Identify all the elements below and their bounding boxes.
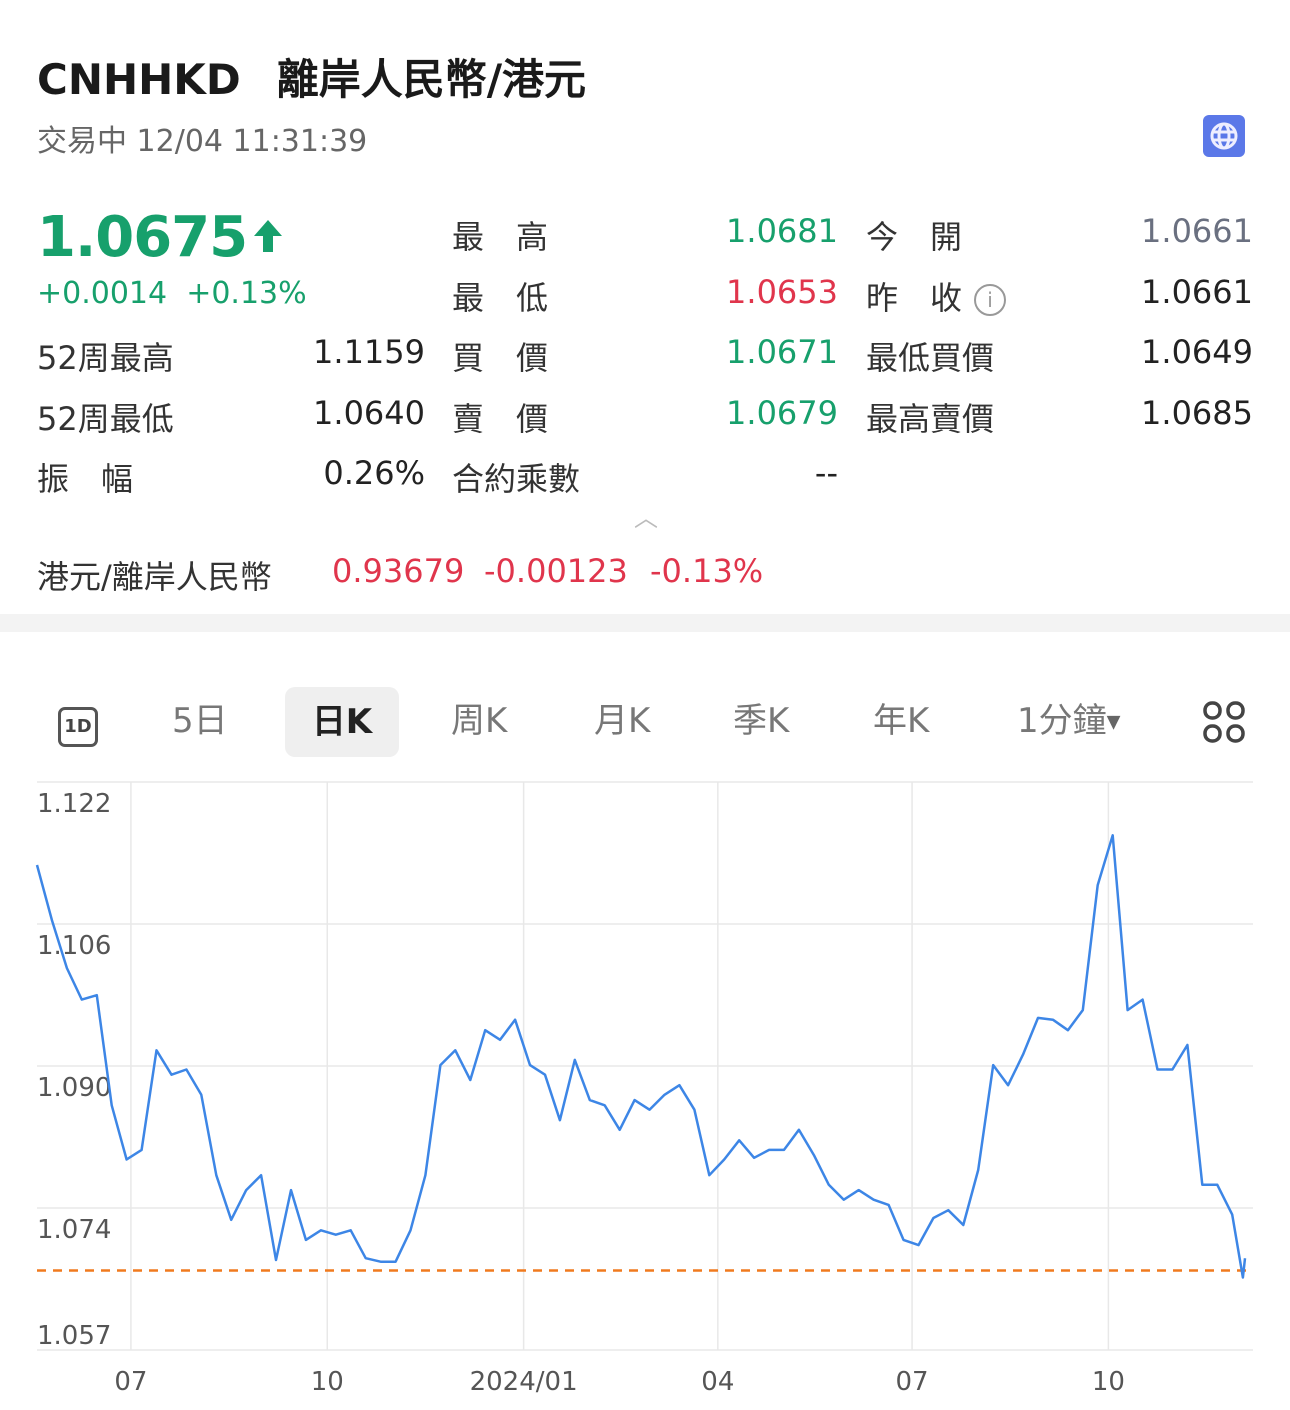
price-change: +0.0014 +0.13%	[37, 276, 307, 311]
trading-status: 交易中 12/04 11:31:39	[37, 124, 368, 159]
tab-weekly-k[interactable]: 周K	[451, 701, 508, 741]
collapse-chevron-icon[interactable]: ︿	[634, 504, 658, 532]
stat-value: 1.0653	[726, 272, 838, 311]
stat-value: 1.0671	[726, 333, 838, 371]
x-tick-label: 10	[1092, 1367, 1125, 1397]
section-divider	[0, 614, 1290, 632]
reverse-pair-change-pct: -0.13%	[650, 552, 764, 590]
page-title: CNHHKD 離岸人民幣/港元	[37, 46, 586, 107]
y-tick-label: 1.057	[37, 1321, 111, 1351]
stat-label: 最 高	[452, 218, 549, 256]
stat-label: 最 低	[452, 278, 549, 317]
price-line	[35, 834, 1247, 1279]
stat-value: 1.0685	[1141, 393, 1253, 432]
1d-icon: 1D	[58, 707, 98, 747]
stat-label: 賣 價	[452, 399, 549, 438]
stat-value: 1.0681	[726, 212, 838, 250]
reverse-pair-change: -0.00123	[484, 552, 628, 590]
change-value: +0.0014	[37, 276, 168, 311]
tab-1d[interactable]: 1D	[58, 700, 98, 770]
tab-5day[interactable]: 5日	[172, 701, 228, 741]
reverse-pair-price: 0.93679	[332, 552, 465, 590]
info-icon[interactable]: i	[974, 283, 1007, 316]
symbol: CNHHKD	[37, 55, 241, 104]
stat-label: 最低買價	[866, 339, 995, 377]
change-percent: +0.13%	[186, 276, 307, 311]
stat-label-text: 昨 收	[866, 278, 963, 317]
y-tick-label: 1.090	[37, 1073, 111, 1103]
reverse-pair-label[interactable]: 港元/離岸人民幣	[37, 558, 272, 596]
y-tick-label: 1.122	[37, 789, 111, 819]
tab-1min-dropdown[interactable]: 1分鐘▼	[1017, 700, 1120, 770]
tab-1min-label: 1分鐘	[1017, 701, 1107, 741]
tab-quarterly-k[interactable]: 季K	[733, 701, 790, 741]
y-tick-label: 1.106	[37, 931, 111, 961]
stat-value: 1.0661	[1141, 212, 1253, 250]
stat-label: 52周最低	[37, 399, 174, 438]
stat-value: 1.0649	[1141, 333, 1253, 371]
stat-value: 1.0661	[1141, 272, 1253, 311]
last-price: 1.0675	[37, 205, 285, 270]
x-tick-label: 04	[701, 1367, 734, 1397]
globe-icon[interactable]	[1203, 115, 1245, 157]
stat-label: 振 幅	[37, 460, 134, 498]
x-tick-label: 2024/01	[470, 1367, 578, 1397]
caret-down-icon: ▼	[1106, 711, 1121, 733]
stat-value: 1.0679	[726, 393, 838, 432]
stat-value: --	[814, 454, 838, 492]
tab-yearly-k[interactable]: 年K	[873, 701, 930, 741]
grid-layout-icon[interactable]	[1203, 701, 1245, 747]
x-tick-label: 07	[896, 1367, 929, 1397]
x-tick-label: 07	[114, 1367, 147, 1397]
stat-label: 52周最高	[37, 339, 174, 377]
y-tick-label: 1.074	[37, 1215, 111, 1245]
tab-monthly-k[interactable]: 月K	[594, 701, 651, 741]
stat-value: 0.26%	[323, 454, 425, 492]
stat-value: 1.0640	[313, 393, 425, 432]
price-value: 1.0675	[37, 205, 248, 270]
stat-label: 最高賣價	[866, 399, 995, 438]
arrow-up-icon	[254, 220, 283, 252]
x-tick-label: 10	[311, 1367, 344, 1397]
tab-daily-k[interactable]: 日K	[285, 687, 399, 757]
instrument-name: 離岸人民幣/港元	[276, 55, 587, 104]
stat-label: 買 價	[452, 339, 549, 377]
stat-value: 1.1159	[313, 333, 425, 371]
stat-label: 合約乘數	[452, 460, 581, 498]
stat-label: 今 開	[866, 218, 963, 256]
